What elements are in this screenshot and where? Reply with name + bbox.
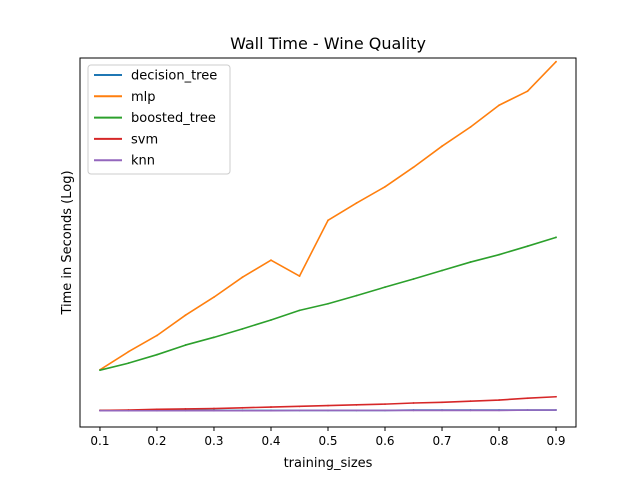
data-point-knn xyxy=(327,409,329,412)
data-point-svm xyxy=(213,407,215,410)
x-tick-label: 0.1 xyxy=(90,434,109,448)
data-point-svm xyxy=(384,403,386,406)
data-point-knn xyxy=(99,409,101,412)
data-point-mlp xyxy=(298,275,301,277)
data-point-mlp xyxy=(127,350,130,353)
data-point-svm xyxy=(270,406,272,408)
data-point-svm xyxy=(526,397,529,400)
x-tick-label: 0.2 xyxy=(147,434,166,448)
data-point-knn xyxy=(213,409,215,412)
x-axis-ticks: 0.1 0.2 0.3 0.4 0.5 0.6 0.7 0.8 0.9 xyxy=(90,427,566,448)
data-point-knn xyxy=(555,409,557,411)
data-point-boosted-tree xyxy=(412,278,415,280)
data-point-mlp xyxy=(327,219,329,222)
data-point-knn xyxy=(412,409,415,412)
legend-label-decision-tree: decision_tree xyxy=(131,69,217,84)
chart-title: Wall Time - Wine Quality xyxy=(230,34,426,53)
data-point-knn xyxy=(441,409,443,412)
series-layer xyxy=(99,60,557,412)
data-point-mlp xyxy=(355,202,358,204)
data-point-mlp xyxy=(555,60,557,63)
data-point-boosted-tree xyxy=(241,327,244,330)
data-point-mlp xyxy=(441,145,443,148)
data-point-knn xyxy=(184,409,187,412)
data-point-svm xyxy=(412,402,415,404)
data-point-mlp xyxy=(384,185,386,188)
legend-label-boosted-tree: boosted_tree xyxy=(131,111,216,126)
data-point-boosted-tree xyxy=(99,369,101,372)
data-point-boosted-tree xyxy=(355,294,358,297)
data-point-boosted-tree xyxy=(526,245,529,248)
data-point-knn xyxy=(469,409,472,412)
data-point-svm xyxy=(469,400,472,403)
data-point-knn xyxy=(384,409,386,412)
data-point-mlp xyxy=(270,259,272,262)
data-point-knn xyxy=(241,409,244,412)
legend-label-mlp: mlp xyxy=(131,90,156,105)
y-axis-label: Time in Seconds (Log) xyxy=(60,170,75,315)
data-point-svm xyxy=(184,408,187,410)
data-point-knn xyxy=(355,409,358,412)
data-point-mlp xyxy=(213,296,215,299)
data-point-mlp xyxy=(184,314,187,317)
x-tick-label: 0.7 xyxy=(432,434,451,448)
data-point-knn xyxy=(526,409,529,411)
data-point-boosted-tree xyxy=(498,253,500,256)
data-point-boosted-tree xyxy=(441,269,443,272)
data-point-svm xyxy=(441,401,443,404)
data-point-knn xyxy=(498,409,500,412)
data-point-mlp xyxy=(241,276,244,279)
data-point-boosted-tree xyxy=(327,302,329,305)
data-point-mlp xyxy=(498,104,500,107)
data-point-svm xyxy=(555,395,557,398)
x-tick-label: 0.6 xyxy=(375,434,394,448)
x-tick-label: 0.8 xyxy=(489,434,508,448)
data-point-svm xyxy=(298,405,301,408)
data-point-mlp xyxy=(469,126,472,128)
data-point-boosted-tree xyxy=(127,362,130,365)
legend-box xyxy=(87,64,231,175)
x-axis-label: training_sizes xyxy=(284,456,373,471)
data-point-boosted-tree xyxy=(156,353,158,356)
legend-label-knn: knn xyxy=(131,154,155,169)
data-point-boosted-tree xyxy=(213,336,215,339)
data-point-boosted-tree xyxy=(555,236,557,239)
data-point-svm xyxy=(498,399,500,401)
x-tick-label: 0.4 xyxy=(261,434,280,448)
data-point-boosted-tree xyxy=(469,261,472,263)
data-point-svm xyxy=(241,406,244,409)
legend-label-svm: svm xyxy=(131,132,158,147)
x-tick-label: 0.5 xyxy=(318,434,337,448)
data-point-svm xyxy=(355,403,358,406)
data-point-knn xyxy=(298,409,301,412)
data-point-svm xyxy=(327,404,329,407)
data-point-knn xyxy=(270,409,272,412)
data-point-svm xyxy=(156,408,158,411)
data-point-knn xyxy=(127,409,130,412)
data-point-boosted-tree xyxy=(384,286,386,289)
x-tick-label: 0.3 xyxy=(204,434,223,448)
data-point-boosted-tree xyxy=(184,344,187,346)
data-point-boosted-tree xyxy=(298,309,301,312)
data-point-mlp xyxy=(412,166,415,169)
data-point-mlp xyxy=(156,334,158,337)
data-point-boosted-tree xyxy=(270,319,272,321)
data-point-mlp xyxy=(526,90,529,93)
x-tick-label: 0.9 xyxy=(546,434,565,448)
data-point-knn xyxy=(156,409,158,412)
